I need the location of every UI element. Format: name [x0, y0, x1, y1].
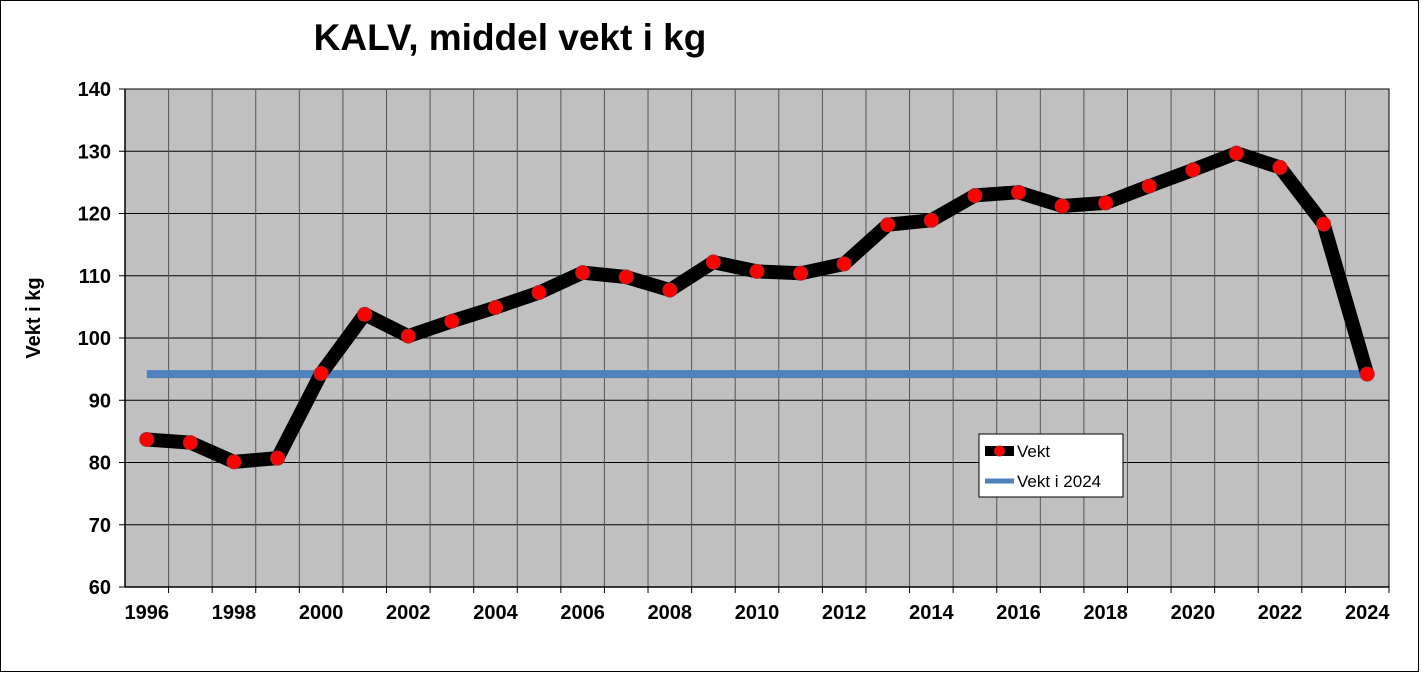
legend-marker-vekt: [994, 445, 1005, 457]
x-tick-label: 2006: [560, 602, 605, 624]
data-point-vekt: [618, 269, 634, 285]
y-tick-label: 140: [78, 79, 111, 101]
x-tick-label: 2014: [909, 602, 954, 624]
data-point-vekt: [705, 254, 721, 270]
x-tick-label: 2018: [1083, 602, 1128, 624]
data-point-vekt: [1272, 159, 1288, 175]
x-tick-label: 1998: [212, 602, 257, 624]
legend-box: [978, 433, 1124, 498]
data-point-vekt: [923, 212, 939, 228]
data-point-vekt: [182, 435, 198, 451]
y-tick-label: 110: [79, 266, 111, 288]
y-tick-labels: 60 70 80 90 100 110 120 130 140: [78, 79, 111, 599]
data-point-vekt: [1141, 178, 1157, 194]
chart-title: KALV, middel vekt i kg: [314, 17, 707, 58]
series-layer: [139, 145, 1375, 470]
x-tick-label: 2002: [386, 602, 431, 624]
x-tick-label: 1996: [125, 602, 170, 624]
data-point-vekt: [575, 265, 591, 281]
data-point-vekt: [1054, 198, 1070, 214]
legend-label-vekt: Vekt: [1017, 442, 1050, 461]
data-point-vekt: [313, 365, 329, 381]
x-tick-label: 2024: [1345, 602, 1390, 624]
data-point-vekt: [749, 263, 765, 279]
data-point-vekt: [1098, 195, 1114, 211]
y-tick-label: 80: [89, 453, 111, 475]
y-tick-label: 90: [89, 390, 111, 412]
y-tick-label: 120: [78, 204, 111, 226]
data-point-vekt: [836, 256, 852, 272]
x-tick-labels: 1996 1998 2000 2002 2004 2006 2008 2010 2012 2014…: [125, 602, 1391, 624]
data-point-vekt: [270, 450, 286, 466]
data-point-vekt: [444, 313, 460, 329]
x-tick-label: 2012: [822, 602, 867, 624]
data-point-vekt: [1185, 162, 1201, 178]
x-tick-label: 2010: [735, 602, 780, 624]
data-point-vekt: [357, 306, 373, 322]
axes: [119, 88, 1390, 593]
y-tick-label: 60: [89, 577, 111, 599]
legend-label-vekt-i-2024: Vekt i 2024: [1017, 472, 1101, 491]
legend: Vekt Vekt i 2024: [978, 433, 1124, 498]
data-point-vekt: [531, 285, 547, 301]
data-point-vekt: [400, 328, 416, 344]
x-tick-label: 2004: [473, 602, 518, 624]
x-tick-label: 2008: [648, 602, 693, 624]
data-point-vekt: [1228, 145, 1244, 161]
data-point-vekt: [1316, 216, 1332, 232]
y-tick-label: 130: [78, 141, 111, 163]
data-point-vekt: [226, 454, 242, 470]
y-tick-label: 70: [89, 515, 111, 537]
data-point-vekt: [880, 217, 896, 233]
data-point-vekt: [662, 282, 678, 298]
data-point-vekt: [1359, 366, 1375, 382]
data-point-vekt: [967, 187, 983, 203]
x-tick-label: 2016: [996, 602, 1041, 624]
data-point-vekt: [1011, 184, 1027, 200]
data-point-vekt: [139, 431, 155, 447]
y-tick-label: 100: [78, 328, 111, 350]
data-point-vekt: [487, 299, 503, 315]
x-tick-label: 2022: [1258, 602, 1303, 624]
data-point-vekt: [793, 265, 809, 281]
x-tick-label: 2000: [299, 602, 344, 624]
x-tick-label: 2020: [1171, 602, 1216, 624]
y-axis-label: Vekt i kg: [23, 277, 45, 358]
